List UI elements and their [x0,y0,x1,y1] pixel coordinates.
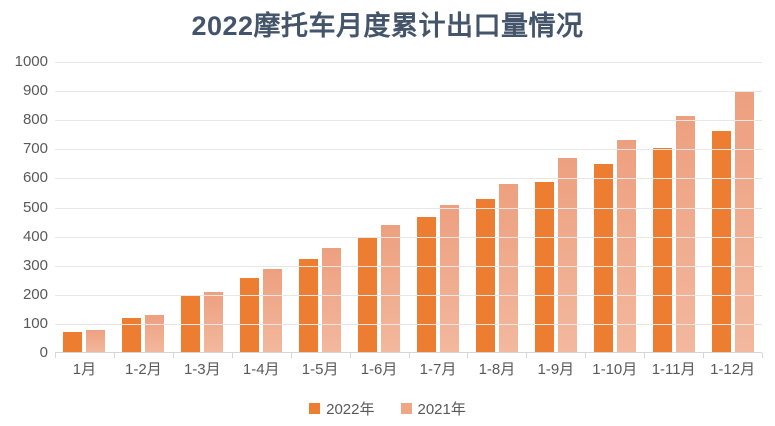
gridline [55,178,762,180]
bar-2021年-1-6月 [381,225,401,353]
gridline [55,294,762,296]
bar-2022年-1-4月 [240,277,260,353]
x-axis-tick [703,353,705,358]
gridline [55,236,762,238]
x-axis-tick-label: 1-7月 [419,361,457,378]
x-axis-tick [467,353,469,358]
x-axis-tick [526,353,528,358]
y-axis-tick-label: 700 [22,140,48,158]
bar-group [644,62,703,353]
x-axis-tick-label: 1-9月 [537,361,575,378]
bar-2021年-1-2月 [145,314,165,353]
bar-2022年-1-12月 [711,130,731,353]
gridline [55,91,762,93]
bar-2021年-1-4月 [263,269,283,353]
gridline [55,323,762,325]
y-axis-tick-label: 600 [22,169,48,187]
x-axis-tick-label: 1-12月 [710,361,756,378]
x-axis-tick [349,353,351,358]
bar-2022年-1月 [63,332,83,353]
gridline [55,265,762,267]
bar-group [232,62,291,353]
y-axis-tick-label: 900 [22,82,48,100]
gridline [55,62,762,63]
bar-2022年-1-11月 [652,148,672,353]
x-axis-tick-label: 1月 [72,361,97,378]
gridline [55,120,762,122]
gridline [55,207,762,209]
bar-2021年-1-10月 [616,139,636,353]
bar-2021年-1-7月 [439,204,459,353]
bar-2022年-1-7月 [416,216,436,353]
x-axis-tick-label: 1-6月 [360,361,398,378]
x-axis-tick-label: 1-10月 [592,361,638,378]
x-axis-line [55,352,762,353]
y-axis-tick-label: 800 [22,111,48,129]
y-axis-tick-label: 1000 [14,53,48,70]
bar-2021年-1-3月 [204,291,224,353]
bar-2022年-1-8月 [475,199,495,353]
bar-group [585,62,644,353]
bar-group [291,62,350,353]
bar-2021年-1-9月 [557,157,577,353]
x-axis: 1月 1-2月 1-3月 1-4月 1-5月 1-6月 1-7月 1-8月 1-9月 1-10月 1… [55,359,762,381]
bar-2021年-1月 [86,329,106,353]
x-axis-tick [585,353,587,358]
x-axis-tick-label: 1-8月 [478,361,516,378]
x-axis-tick [644,353,646,358]
bar-2022年-1-2月 [122,317,142,353]
y-axis-tick-label: 500 [22,198,48,216]
y-axis-tick-label: 100 [22,314,48,332]
bar-2021年-1-5月 [322,247,342,353]
legend: 2022年 2021年 [0,398,775,419]
x-axis-tick [113,353,115,358]
x-axis-tick [55,353,56,358]
x-axis-tick-label: 1-11月 [651,361,696,378]
x-axis-tick-label: 1-4月 [242,361,280,378]
bar-2022年-1-9月 [534,181,554,353]
x-axis-tick-label: 1-5月 [301,361,339,378]
chart-title: 2022摩托车月度累计出口量情况 [191,11,584,41]
legend-label: 2021年 [417,401,466,418]
plot-area [55,62,763,358]
x-axis-tick [408,353,410,358]
x-axis-tick-label: 1-3月 [183,361,221,378]
legend-label: 2022年 [326,401,375,418]
legend-swatch-icon [309,403,321,414]
bar-group [55,62,114,353]
x-axis-tick [290,353,292,358]
x-axis-tick-label: 1-2月 [125,361,162,378]
y-axis-tick-label: 200 [22,285,48,303]
legend-item: 2022年 [309,398,375,419]
bar-2021年-1-11月 [675,116,695,353]
legend-swatch-icon [400,403,412,414]
bar-group [703,62,762,353]
legend-item: 2021年 [400,398,466,419]
y-axis-tick-label: 400 [22,227,48,245]
bar-groups [55,62,762,353]
x-axis-tick [762,353,763,358]
bar-group [526,62,585,353]
bar-2022年-1-10月 [593,164,613,353]
bar-2021年-1-12月 [734,91,754,353]
bar-group [409,62,468,353]
x-axis-tick [231,353,233,358]
x-axis-tick [172,353,174,358]
bar-2021年-1-8月 [498,183,518,353]
y-axis: 0 100 200 300 400 500 600 700 800 900 1000 [0,53,48,361]
y-axis-tick-label: 300 [22,256,48,274]
gridline [55,149,762,151]
bar-2022年-1-5月 [299,259,319,353]
y-axis-tick-label: 0 [39,344,48,361]
